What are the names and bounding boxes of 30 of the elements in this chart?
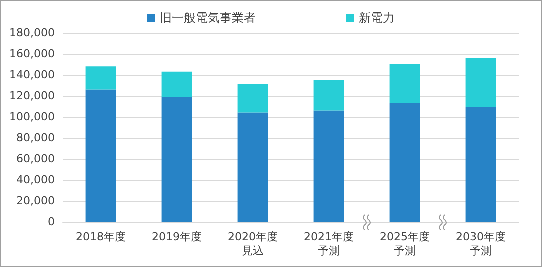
bar <box>238 84 268 113</box>
x-tick-label: 2020年度見込 <box>228 230 278 258</box>
y-tick-label: 20,000 <box>16 194 55 208</box>
x-tick-label: 2021年度予測 <box>304 230 354 258</box>
y-tick-label: 120,000 <box>10 90 55 102</box>
legend-label: 旧一般電気事業者 <box>160 11 256 25</box>
bar <box>162 97 192 222</box>
bar <box>238 112 268 222</box>
x-tick-label: 2025年度予測 <box>380 230 430 258</box>
x-tick-label: 2030年度予測 <box>456 230 506 258</box>
bar <box>162 72 192 98</box>
bar <box>86 90 116 222</box>
y-tick-label: 100,000 <box>10 110 55 124</box>
y-tick-label: 0 <box>48 216 55 228</box>
bar <box>314 110 344 222</box>
bar <box>390 103 420 222</box>
y-tick-label: 40,000 <box>16 174 55 186</box>
bar <box>86 66 116 90</box>
bar <box>314 80 344 111</box>
bar <box>466 58 496 108</box>
bar <box>466 108 496 222</box>
bar <box>390 64 420 104</box>
legend-label: 新電力 <box>359 11 395 25</box>
y-tick-label: 160,000 <box>10 48 55 60</box>
y-tick-label: 60,000 <box>16 152 55 166</box>
y-tick-label: 180,000 <box>10 26 55 40</box>
y-tick-label: 140,000 <box>10 68 55 82</box>
y-tick-label: 80,000 <box>16 132 55 144</box>
x-tick-label: 2018年度 <box>76 230 126 244</box>
x-tick-label: 2019年度 <box>152 230 202 244</box>
